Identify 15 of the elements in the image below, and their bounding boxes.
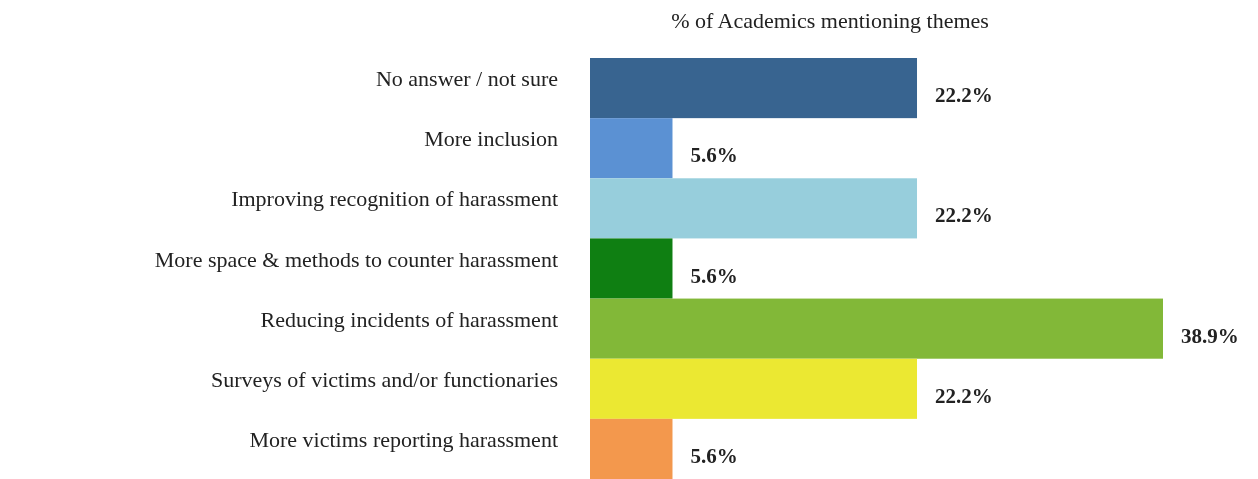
y-tick-label: Reducing incidents of harassment [260, 306, 558, 332]
data-label: 5.6% [690, 443, 738, 468]
data-label: 5.6% [690, 263, 738, 288]
data-label: 22.2% [935, 383, 993, 408]
data-label: 38.9% [1181, 323, 1239, 348]
data-label: 5.6% [690, 143, 738, 168]
y-tick-label: More victims reporting harassment [249, 426, 558, 452]
y-tick-label: No answer / not sure [375, 66, 558, 92]
data-label: 22.2% [935, 83, 993, 108]
y-tick-label: More space & methods to counter harassment [154, 246, 558, 272]
y-tick-label: More inclusion [424, 126, 558, 152]
chart-title: % of Academics mentioning themes [671, 8, 989, 33]
y-tick-label: Improving recognition of harassment [231, 186, 558, 212]
y-tick-label: Surveys of victims and/or functionaries [210, 366, 558, 392]
data-label: 22.2% [935, 203, 993, 228]
